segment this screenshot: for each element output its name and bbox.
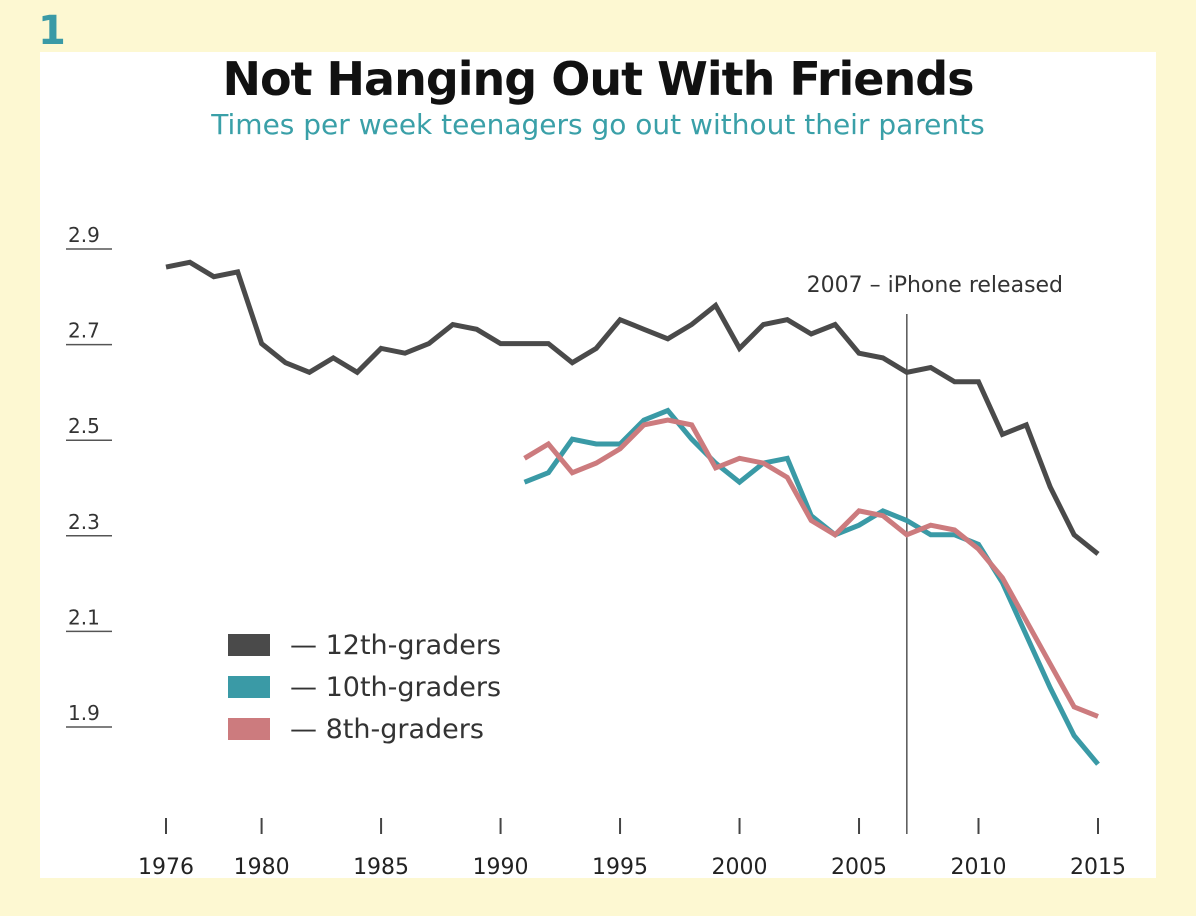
x-tick-label: 1990 bbox=[473, 855, 529, 878]
series-line-12th-graders bbox=[165, 259, 1100, 556]
series-line-10th-graders bbox=[523, 407, 1100, 766]
y-tick-label: 2.5 bbox=[68, 414, 100, 438]
legend-swatch-10th bbox=[228, 676, 270, 698]
chart-subtitle: Times per week teenagers go out without … bbox=[211, 108, 985, 141]
x-tick-label: 2000 bbox=[712, 855, 768, 878]
panel-number: 1 bbox=[38, 8, 66, 54]
x-tick-label: 2015 bbox=[1070, 855, 1126, 878]
y-tick-label: 1.9 bbox=[68, 701, 100, 725]
y-tick-label: 2.9 bbox=[68, 223, 100, 247]
legend-label-12th: — 12th-graders bbox=[290, 629, 502, 661]
y-tick-label: 2.1 bbox=[68, 605, 100, 629]
series-line-8th-graders bbox=[523, 417, 1099, 719]
annotation-label: 2007 – iPhone released bbox=[807, 273, 1063, 298]
legend-label-8th: — 8th-graders bbox=[290, 713, 484, 745]
legend-swatch-12th bbox=[228, 634, 270, 656]
legend-label-10th: — 10th-graders bbox=[290, 671, 502, 703]
legend-item-12th: — 12th-graders bbox=[228, 624, 501, 666]
y-tick-label: 2.7 bbox=[68, 319, 100, 343]
x-tick-label: 1980 bbox=[234, 855, 290, 878]
x-tick-label: 1976 bbox=[138, 855, 194, 878]
x-tick-label: 1995 bbox=[592, 855, 648, 878]
x-tick-label: 1985 bbox=[353, 855, 409, 878]
chart-card: 2.9 2.7 2.5 2.3 2.1 1.9 1976 1980 1985 1990 1995 20… bbox=[40, 52, 1156, 878]
legend-item-10th: — 10th-graders bbox=[228, 666, 501, 708]
line-chart: 2.9 2.7 2.5 2.3 2.1 1.9 1976 1980 1985 1990 1995 20… bbox=[66, 223, 1126, 878]
legend-item-8th: — 8th-graders bbox=[228, 708, 501, 750]
y-tick-label: 2.3 bbox=[68, 510, 100, 534]
x-tick-label: 2005 bbox=[831, 855, 887, 878]
x-tick-label: 2010 bbox=[951, 855, 1007, 878]
chart-title: Not Hanging Out With Friends bbox=[222, 52, 974, 106]
legend-swatch-8th bbox=[228, 718, 270, 740]
legend: — 12th-graders — 10th-graders — 8th-grad… bbox=[228, 624, 501, 750]
